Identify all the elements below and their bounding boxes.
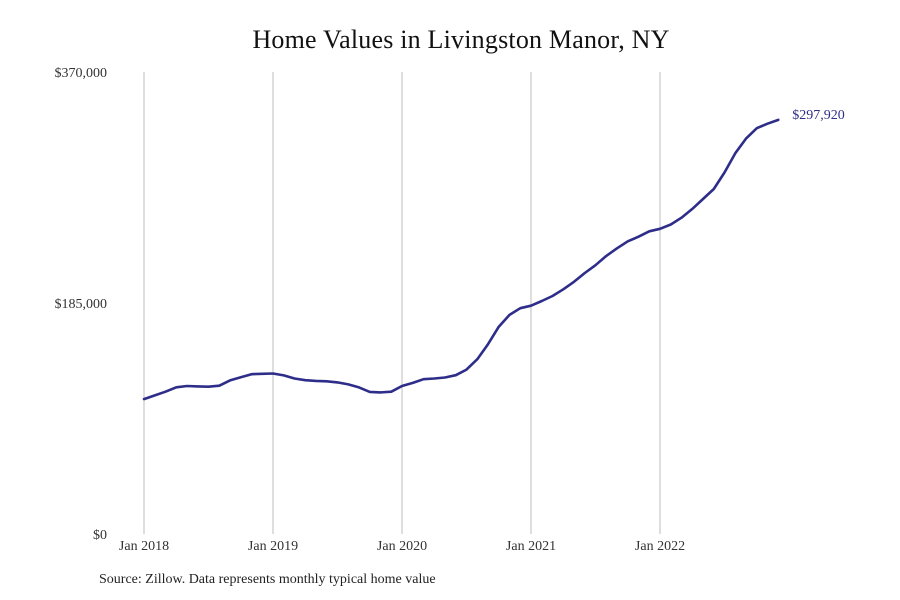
x-axis-ticks: Jan 2018 Jan 2019 Jan 2020 Jan 2021 Jan 2022 <box>119 539 685 554</box>
gridlines <box>143 72 661 534</box>
x-tick-label: Jan 2019 <box>248 539 298 554</box>
end-value-label: $297,920 <box>792 108 845 123</box>
source-note: Source: Zillow. Data represents monthly … <box>99 572 436 587</box>
data-labels: $297,920 <box>792 108 845 123</box>
x-tick-label: Jan 2022 <box>635 539 685 554</box>
y-tick-label: $185,000 <box>55 297 108 312</box>
y-axis-ticks: $0 $185,000 $370,000 <box>55 66 108 543</box>
y-tick-label: $370,000 <box>55 66 108 81</box>
x-tick-label: Jan 2020 <box>377 539 427 554</box>
chart-title: Home Values in Livingston Manor, NY <box>252 25 670 54</box>
x-tick-label: Jan 2021 <box>506 539 556 554</box>
x-tick-label: Jan 2018 <box>119 539 169 554</box>
series-line <box>142 118 780 401</box>
y-tick-label: $0 <box>93 528 107 543</box>
series-layer <box>142 118 780 401</box>
